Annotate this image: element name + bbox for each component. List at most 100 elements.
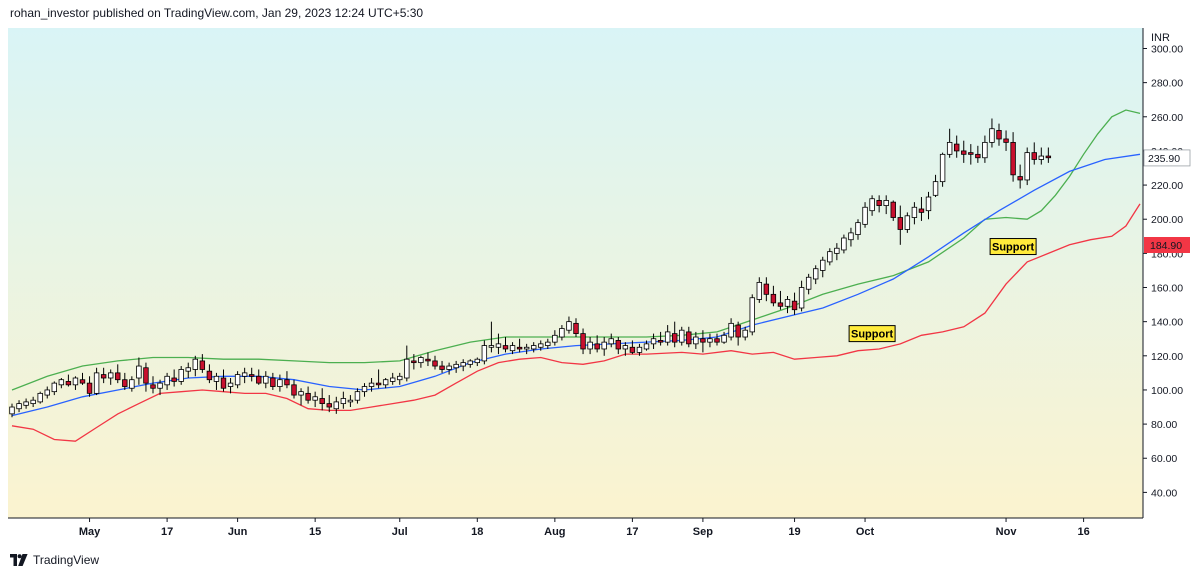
candle: [904, 212, 911, 233]
candle: [115, 364, 121, 384]
candle: [961, 140, 967, 163]
candle: [975, 145, 981, 163]
candle: [333, 396, 339, 414]
candle: [326, 395, 332, 413]
candle: [954, 135, 960, 158]
candle: [58, 378, 65, 389]
candle: [129, 376, 135, 392]
candle: [1038, 147, 1044, 165]
candle: [869, 195, 875, 216]
candle: [319, 388, 325, 411]
candle: [340, 391, 347, 409]
candle: [51, 381, 57, 396]
support-label: Support: [848, 325, 896, 343]
price-tick-label: 100.00: [1151, 385, 1183, 397]
candle: [897, 205, 903, 245]
candle: [629, 340, 636, 355]
candle: [1031, 142, 1037, 165]
lower-band-line: [11, 203, 1141, 442]
candle: [1045, 147, 1052, 163]
candle: [382, 378, 389, 389]
candle: [446, 362, 452, 375]
candle: [199, 354, 206, 373]
candle: [425, 352, 431, 367]
time-tick-label: 18: [471, 526, 483, 538]
time-tick-label: Oct: [856, 526, 875, 538]
time-tick-label: 15: [309, 526, 321, 538]
candle: [150, 376, 156, 394]
candles: [9, 118, 1052, 418]
candle: [996, 123, 1002, 146]
candle: [946, 128, 953, 158]
candle: [763, 277, 770, 302]
candle: [700, 330, 706, 353]
candle: [241, 367, 248, 384]
candle: [79, 372, 86, 385]
candle: [770, 285, 777, 307]
candle: [502, 337, 509, 353]
candle: [347, 395, 354, 408]
candle: [136, 357, 142, 385]
candle: [227, 378, 234, 394]
candle: [848, 227, 854, 247]
time-tick-label: Sep: [693, 526, 713, 538]
time-tick-label: Jun: [228, 526, 248, 538]
candle: [495, 333, 502, 355]
candle: [820, 256, 826, 278]
candle: [813, 265, 819, 285]
candle: [749, 294, 755, 336]
candle: [777, 290, 784, 310]
candle: [93, 367, 100, 396]
candle: [693, 331, 699, 349]
candle: [615, 337, 621, 355]
tradingview-branding[interactable]: TradingView: [10, 551, 99, 569]
candle: [277, 374, 283, 392]
candle: [298, 388, 304, 406]
candle: [862, 202, 868, 228]
candle: [968, 144, 974, 165]
candle: [714, 333, 720, 346]
svg-text:235.90: 235.90: [1148, 153, 1180, 165]
candle: [23, 398, 29, 409]
candle: [855, 219, 861, 240]
candle: [686, 326, 692, 348]
candle: [989, 118, 995, 148]
candle: [157, 379, 163, 396]
candle: [798, 280, 805, 312]
candle: [284, 371, 290, 389]
candle: [460, 359, 466, 372]
candle: [453, 360, 459, 373]
candle: [672, 321, 678, 348]
candle: [728, 318, 734, 341]
candle: [594, 335, 600, 353]
candle: [418, 355, 424, 368]
candle: [834, 243, 840, 261]
price-tick-label: 160.00: [1151, 283, 1183, 295]
candle: [305, 386, 311, 404]
middle-band-line: [11, 153, 1141, 417]
candle: [742, 326, 748, 341]
candle: [643, 340, 650, 351]
candle: [368, 378, 375, 392]
price-tick-label: 40.00: [1151, 487, 1177, 499]
price-tick-label: 260.00: [1151, 112, 1183, 124]
svg-text:184.90: 184.90: [1150, 240, 1182, 252]
price-tick-label: 140.00: [1151, 317, 1183, 329]
publisher-line: rohan_investor published on TradingView.…: [10, 6, 424, 20]
candle: [538, 340, 544, 351]
time-axis[interactable]: May 17 Jun 15 Jul 18 Aug 17 Sep 19 Oct Nov 16: [79, 518, 1090, 538]
last-price-label: 235.90: [1143, 149, 1191, 167]
candle: [354, 388, 361, 404]
price-tick-label: 60.00: [1151, 453, 1177, 465]
candle: [234, 371, 241, 389]
candle: [411, 354, 417, 370]
candle: [601, 337, 607, 356]
candle: [721, 331, 727, 344]
candle: [44, 386, 50, 399]
candle: [481, 340, 488, 365]
support-label: Support: [989, 238, 1037, 256]
candle: [932, 174, 939, 198]
candle: [566, 316, 572, 334]
candle: [72, 376, 79, 390]
